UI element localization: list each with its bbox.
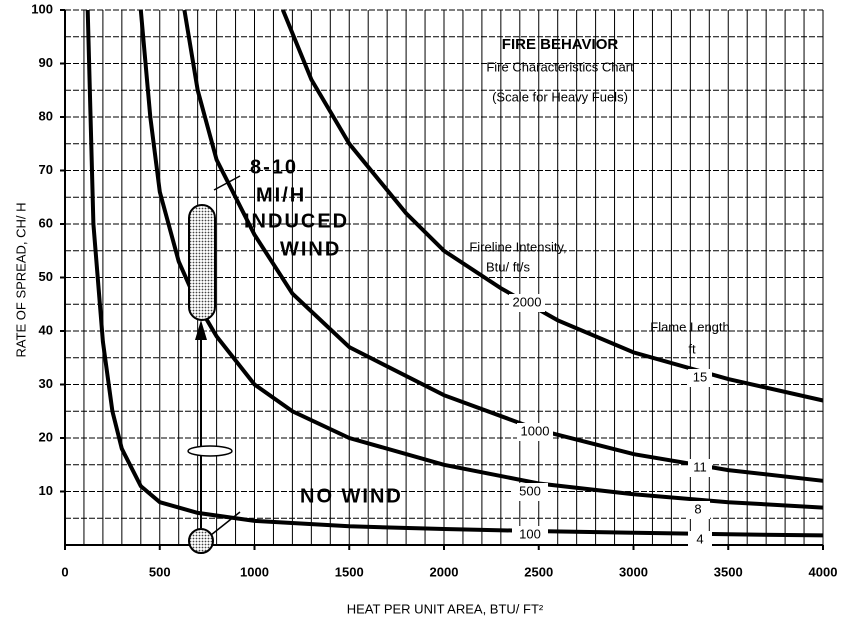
- series-title: Btu/ ft/s: [486, 259, 531, 274]
- y-tick-label: 90: [39, 55, 53, 70]
- y-tick-label: 40: [39, 322, 53, 337]
- title: FIRE BEHAVIOR: [502, 36, 619, 53]
- x-tick-label: 2000: [430, 564, 459, 579]
- x-tick-label: 2500: [524, 564, 553, 579]
- induced-wind-label: INDUCED: [244, 210, 349, 232]
- y-tick-label: 30: [39, 376, 53, 391]
- flame-length-label: 4: [696, 531, 703, 546]
- x-tick-label: 0: [61, 564, 68, 579]
- x-tick-label: 3000: [619, 564, 648, 579]
- wind-illustration: [188, 176, 240, 553]
- induced-wind-label: WIND: [280, 238, 341, 260]
- x-tick-label: 500: [149, 564, 171, 579]
- series-label: 100: [519, 526, 541, 541]
- series-label: 1000: [521, 423, 550, 438]
- y-axis-label: RATE OF SPREAD, CH/ H: [13, 202, 28, 357]
- no-wind-label: NO WIND: [300, 485, 403, 507]
- x-tick-label: 1000: [240, 564, 269, 579]
- induced-wind-label: MI/H: [256, 184, 306, 206]
- flame-length-label: 8: [694, 501, 701, 516]
- chart: FIRE BEHAVIOR Fire Characteristics Chart…: [0, 0, 842, 626]
- x-axis-label: HEAT PER UNIT AREA, BTU/ FT²: [347, 601, 544, 616]
- note: (Scale for Heavy Fuels): [492, 89, 628, 104]
- flame-length-title: Flame Length: [650, 319, 730, 334]
- y-tick-label: 60: [39, 215, 53, 230]
- series-title: Fireline Intensity,: [469, 239, 566, 254]
- y-tick-label: 50: [39, 269, 53, 284]
- y-tick-label: 10: [39, 483, 53, 498]
- y-tick-label: 70: [39, 162, 53, 177]
- flame-length-unit: ft: [688, 341, 696, 356]
- flame-length-label: 15: [693, 369, 707, 384]
- series-label: 500: [519, 483, 541, 498]
- subtitle: Fire Characteristics Chart: [486, 59, 634, 74]
- induced-wind-label: 8-10: [250, 156, 298, 178]
- x-tick-label: 1500: [335, 564, 364, 579]
- flame-length-label: 11: [693, 459, 707, 474]
- y-tick-label: 20: [39, 429, 53, 444]
- x-tick-label: 3500: [714, 564, 743, 579]
- y-tick-label: 80: [39, 108, 53, 123]
- series-label: 2000: [513, 294, 542, 309]
- x-tick-label: 4000: [809, 564, 838, 579]
- y-tick-label: 100: [31, 1, 53, 16]
